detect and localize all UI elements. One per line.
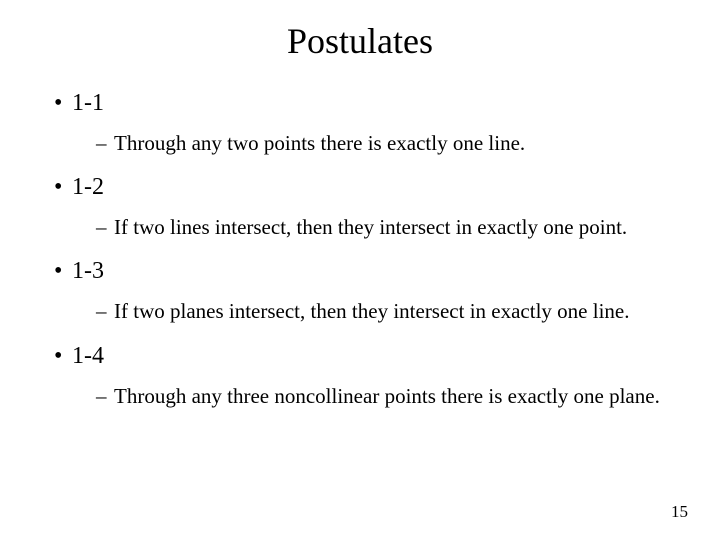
postulate-desc: Through any two points there is exactly … bbox=[54, 131, 666, 156]
slide-container: Postulates 1-1 Through any two points th… bbox=[0, 0, 720, 540]
postulate-label: 1-2 bbox=[54, 174, 666, 201]
postulate-label: 1-3 bbox=[54, 258, 666, 285]
postulate-desc: Through any three noncollinear points th… bbox=[54, 384, 666, 409]
postulate-label: 1-1 bbox=[54, 90, 666, 117]
page-number: 15 bbox=[671, 502, 688, 522]
slide-title: Postulates bbox=[54, 20, 666, 62]
postulate-label: 1-4 bbox=[54, 343, 666, 370]
postulate-desc: If two lines intersect, then they inters… bbox=[54, 215, 666, 240]
postulate-desc: If two planes intersect, then they inter… bbox=[54, 299, 666, 324]
